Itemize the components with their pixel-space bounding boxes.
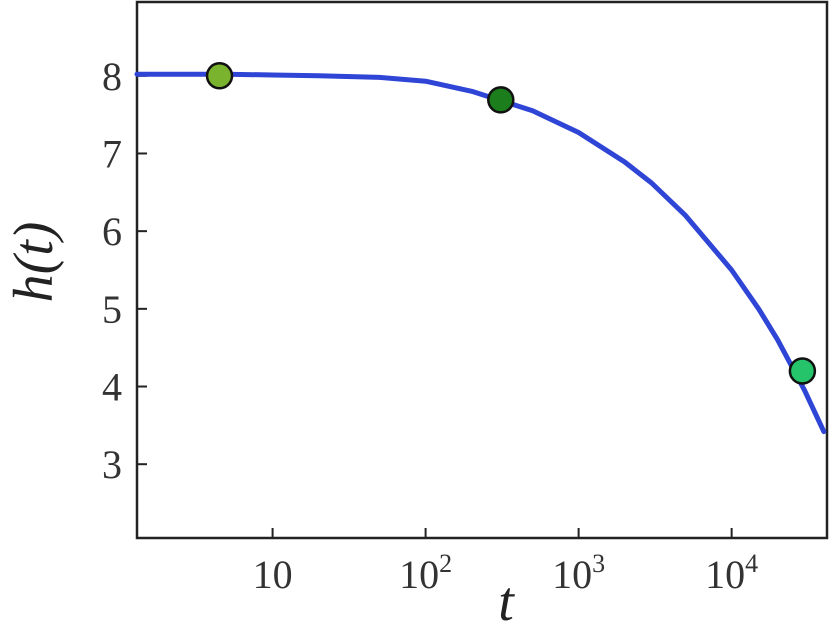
series-line [134, 71, 827, 435]
series-layer [134, 71, 827, 435]
data-point-marker [487, 86, 515, 114]
y-tick-label: 3 [102, 442, 122, 487]
marker-layer [205, 62, 817, 385]
plot-frame [135, 0, 829, 540]
y-tick-label: 7 [102, 131, 122, 176]
x-axis-title: t [498, 571, 515, 627]
data-point-marker [788, 357, 817, 385]
x-tick-label: 103 [552, 549, 605, 597]
y-tick-label: 4 [102, 365, 122, 410]
y-axis-title: h(t) [3, 222, 65, 303]
x-tick-label: 10 [253, 552, 293, 597]
y-axis-ticks: 3 4 5 6 7 8 [102, 54, 147, 487]
y-tick-label: 5 [102, 287, 122, 332]
x-tick-label: 104 [705, 549, 758, 597]
y-tick-label: 8 [102, 54, 122, 99]
y-tick-label: 6 [102, 209, 122, 254]
x-tick-label: 102 [399, 549, 452, 597]
x-axis-ticks: 10 102 103 104 [253, 528, 758, 597]
data-point-marker [205, 62, 234, 90]
